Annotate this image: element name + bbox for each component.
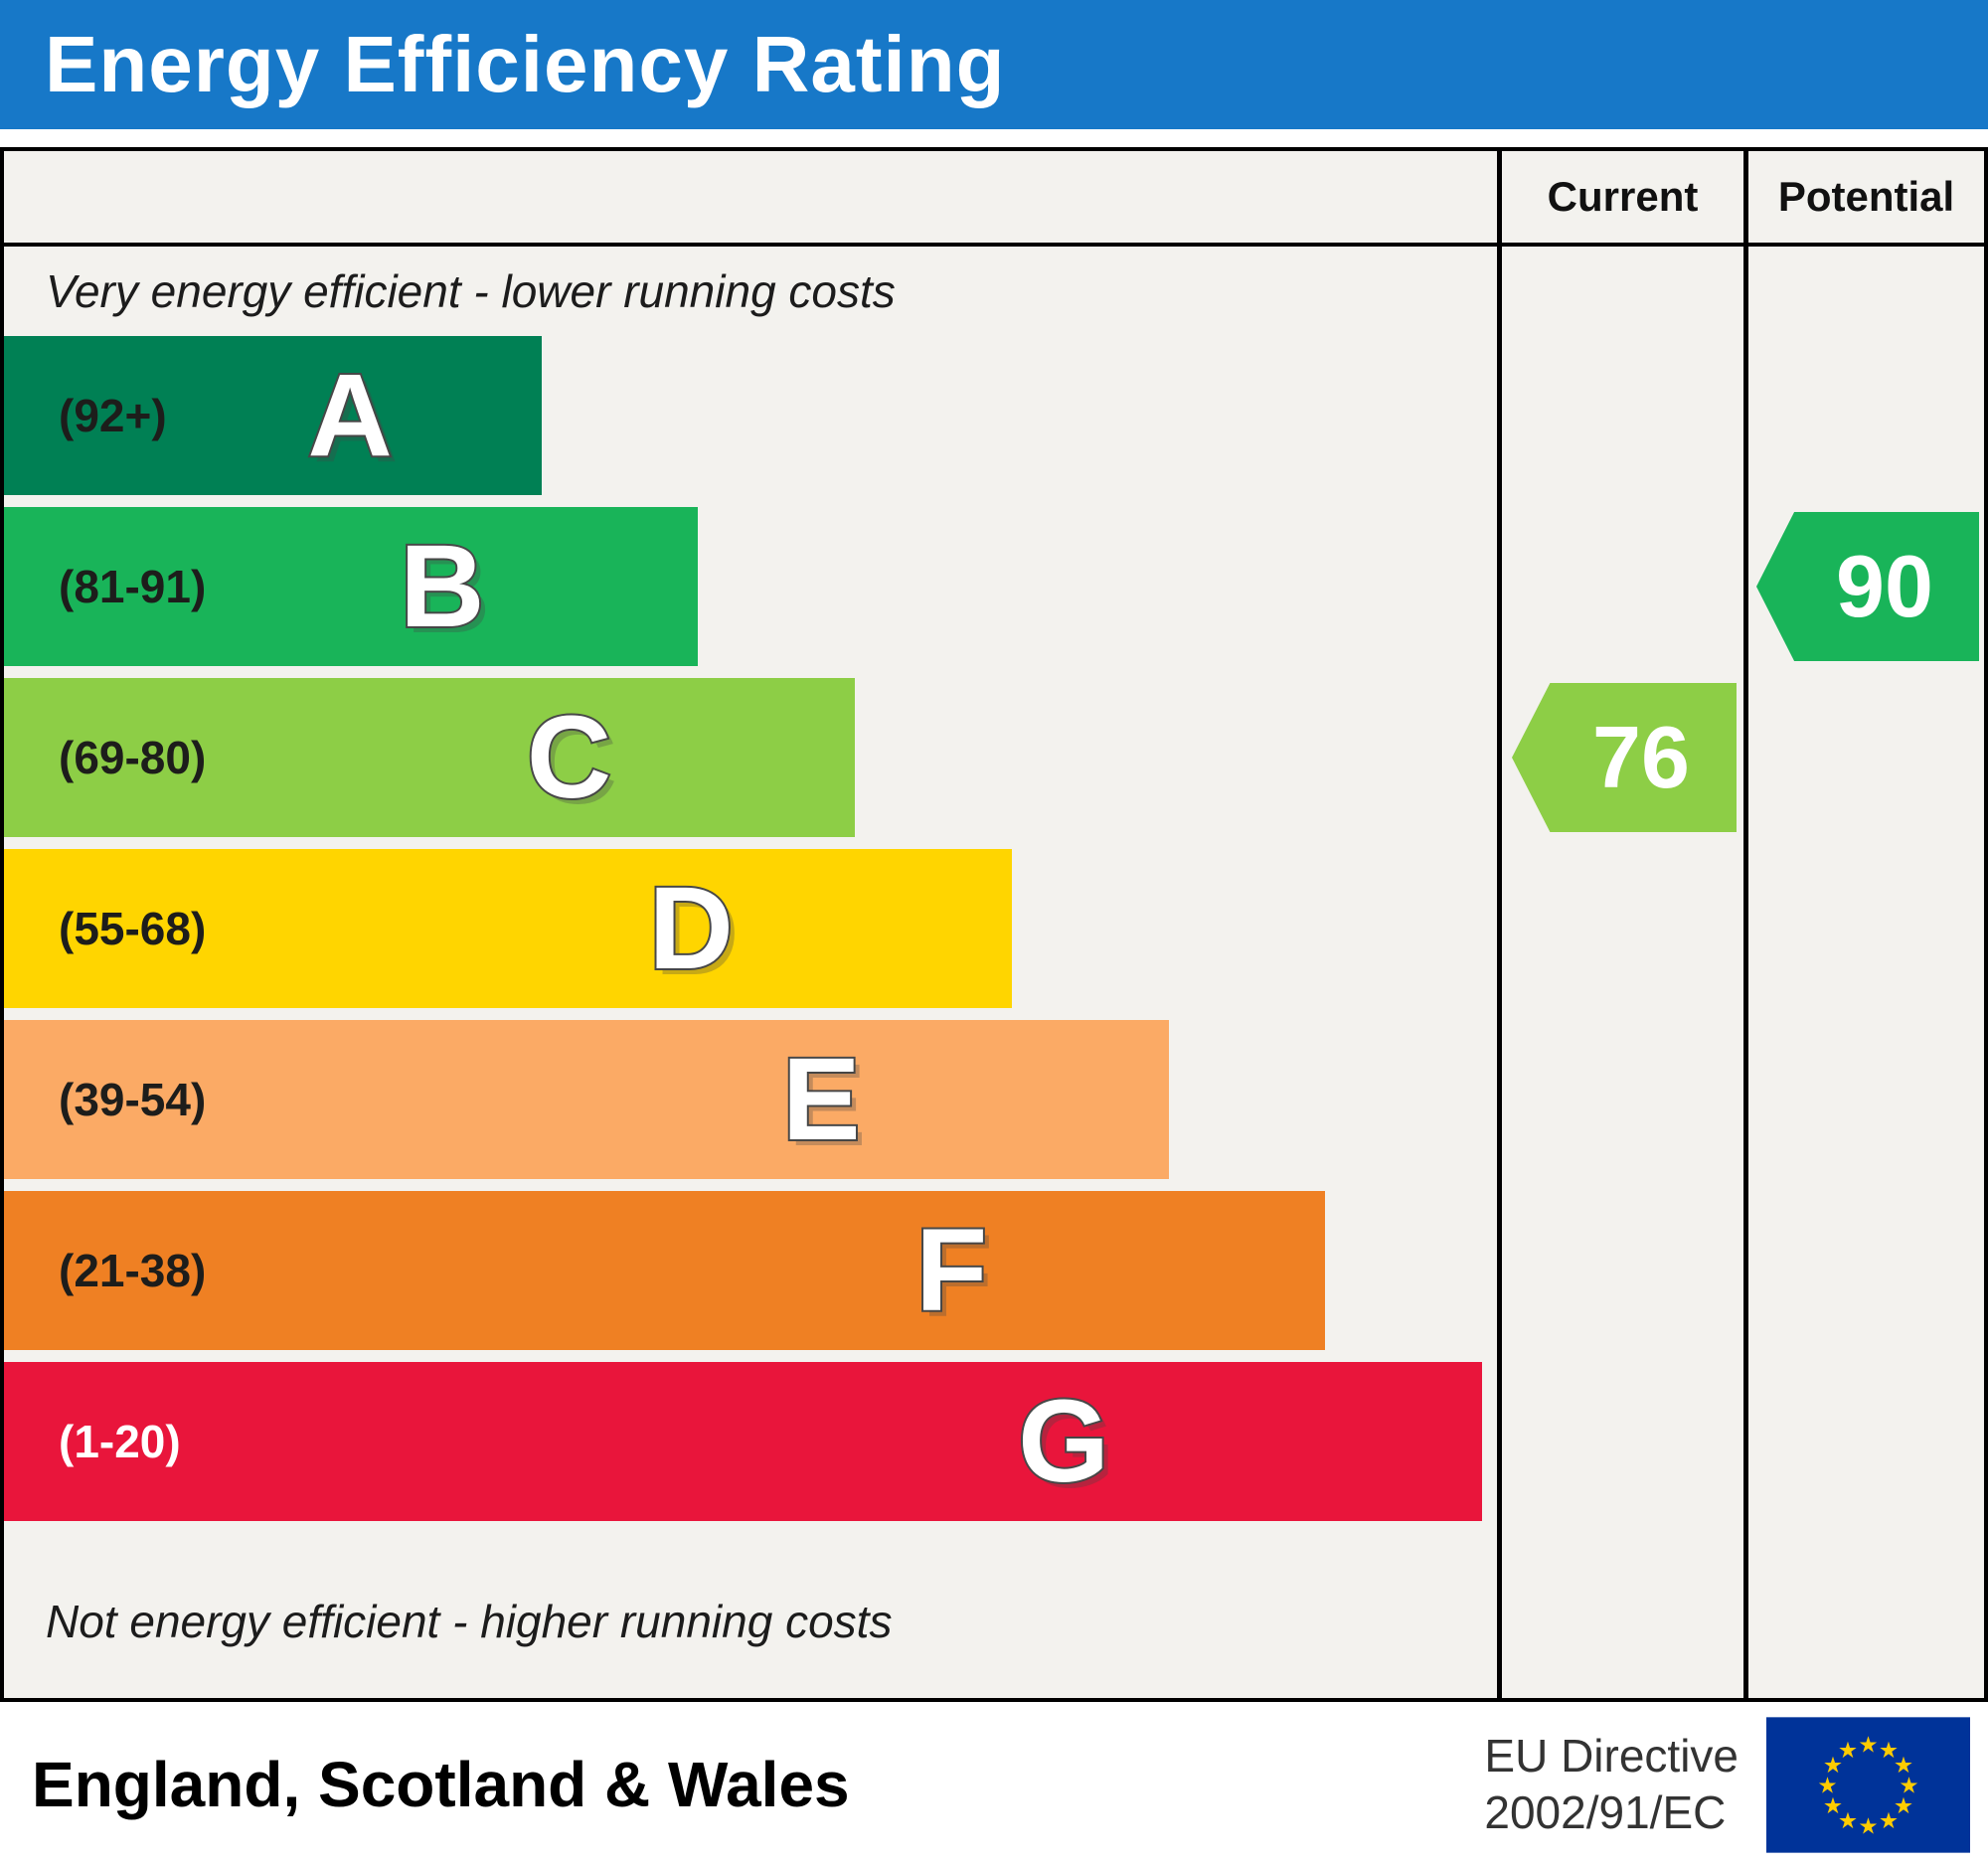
band-row-e: (39-54) E bbox=[4, 1020, 1497, 1179]
band-row-b: (81-91) B bbox=[4, 507, 1497, 666]
band-range: (39-54) bbox=[59, 1074, 207, 1125]
band-range: (1-20) bbox=[59, 1416, 181, 1467]
potential-column-header: Potential bbox=[1743, 151, 1984, 247]
svg-text:★: ★ bbox=[1879, 1738, 1899, 1764]
band-letter: F bbox=[913, 1205, 989, 1336]
band-range: (21-38) bbox=[59, 1245, 207, 1296]
band-range: (92+) bbox=[59, 390, 167, 441]
potential-column: 90 bbox=[1743, 247, 1984, 1698]
potential-arrow: 90 bbox=[1756, 512, 1979, 661]
svg-text:★: ★ bbox=[1879, 1808, 1899, 1834]
svg-text:★: ★ bbox=[1823, 1753, 1843, 1779]
band-bar-c: (69-80) C bbox=[4, 678, 856, 837]
footer: England, Scotland & Wales EU Directive 2… bbox=[0, 1702, 1988, 1867]
band-range: (81-91) bbox=[59, 561, 207, 612]
band-range: (55-68) bbox=[59, 903, 207, 954]
header-spacer bbox=[4, 151, 1497, 247]
band-letter: E bbox=[780, 1034, 863, 1165]
band-bar-b: (81-91) B bbox=[4, 507, 699, 666]
band-row-c: (69-80) C bbox=[4, 678, 1497, 837]
svg-text:★: ★ bbox=[1817, 1773, 1837, 1798]
band-row-a: (92+) A bbox=[4, 336, 1497, 495]
current-column: 76 bbox=[1497, 247, 1743, 1698]
potential-value: 90 bbox=[1836, 537, 1933, 635]
band-letter: G bbox=[1016, 1376, 1111, 1507]
title-bar: Energy Efficiency Rating bbox=[0, 0, 1988, 129]
svg-text:★: ★ bbox=[1858, 1732, 1878, 1758]
band-bar-g: (1-20) G bbox=[4, 1362, 1482, 1521]
current-column-header: Current bbox=[1497, 151, 1743, 247]
top-note: Very energy efficient - lower running co… bbox=[46, 265, 896, 317]
band-bar-d: (55-68) D bbox=[4, 849, 1012, 1008]
current-arrow: 76 bbox=[1512, 683, 1737, 832]
eu-directive-label: EU Directive 2002/91/EC bbox=[1484, 1728, 1739, 1842]
band-letter: C bbox=[525, 692, 613, 823]
band-letter: B bbox=[398, 521, 486, 652]
svg-text:★: ★ bbox=[1894, 1753, 1913, 1779]
svg-text:★: ★ bbox=[1823, 1793, 1843, 1819]
bottom-note: Not energy efficient - higher running co… bbox=[46, 1596, 893, 1647]
region-label: England, Scotland & Wales bbox=[32, 1749, 850, 1820]
eu-flag-icon: ★ ★ ★ ★ ★ ★ ★ ★ ★ ★ ★ ★ bbox=[1766, 1716, 1970, 1853]
band-range: (69-80) bbox=[59, 732, 207, 783]
svg-text:★: ★ bbox=[1858, 1813, 1878, 1839]
page-title: Energy Efficiency Rating bbox=[45, 20, 1006, 108]
footer-right: EU Directive 2002/91/EC ★ ★ ★ ★ ★ ★ ★ ★ bbox=[1484, 1716, 1970, 1853]
svg-text:★: ★ bbox=[1899, 1773, 1918, 1798]
band-chart: Very energy efficient - lower running co… bbox=[4, 247, 1497, 1698]
rating-table: Current Potential Very energy efficient … bbox=[0, 147, 1988, 1702]
bands: (92+) A (81-91) B (69-80) C bbox=[4, 336, 1497, 1521]
band-letter: D bbox=[647, 863, 736, 994]
svg-text:★: ★ bbox=[1838, 1808, 1858, 1834]
band-letter: A bbox=[305, 350, 394, 481]
eu-directive-line2: 2002/91/EC bbox=[1484, 1786, 1727, 1838]
band-bar-e: (39-54) E bbox=[4, 1020, 1169, 1179]
band-row-f: (21-38) F bbox=[4, 1191, 1497, 1350]
current-value: 76 bbox=[1592, 708, 1690, 806]
svg-text:★: ★ bbox=[1894, 1793, 1913, 1819]
band-bar-a: (92+) A bbox=[4, 336, 542, 495]
band-row-d: (55-68) D bbox=[4, 849, 1497, 1008]
eu-directive-line1: EU Directive bbox=[1484, 1729, 1739, 1782]
band-row-g: (1-20) G bbox=[4, 1362, 1497, 1521]
svg-text:★: ★ bbox=[1838, 1738, 1858, 1764]
band-bar-f: (21-38) F bbox=[4, 1191, 1326, 1350]
